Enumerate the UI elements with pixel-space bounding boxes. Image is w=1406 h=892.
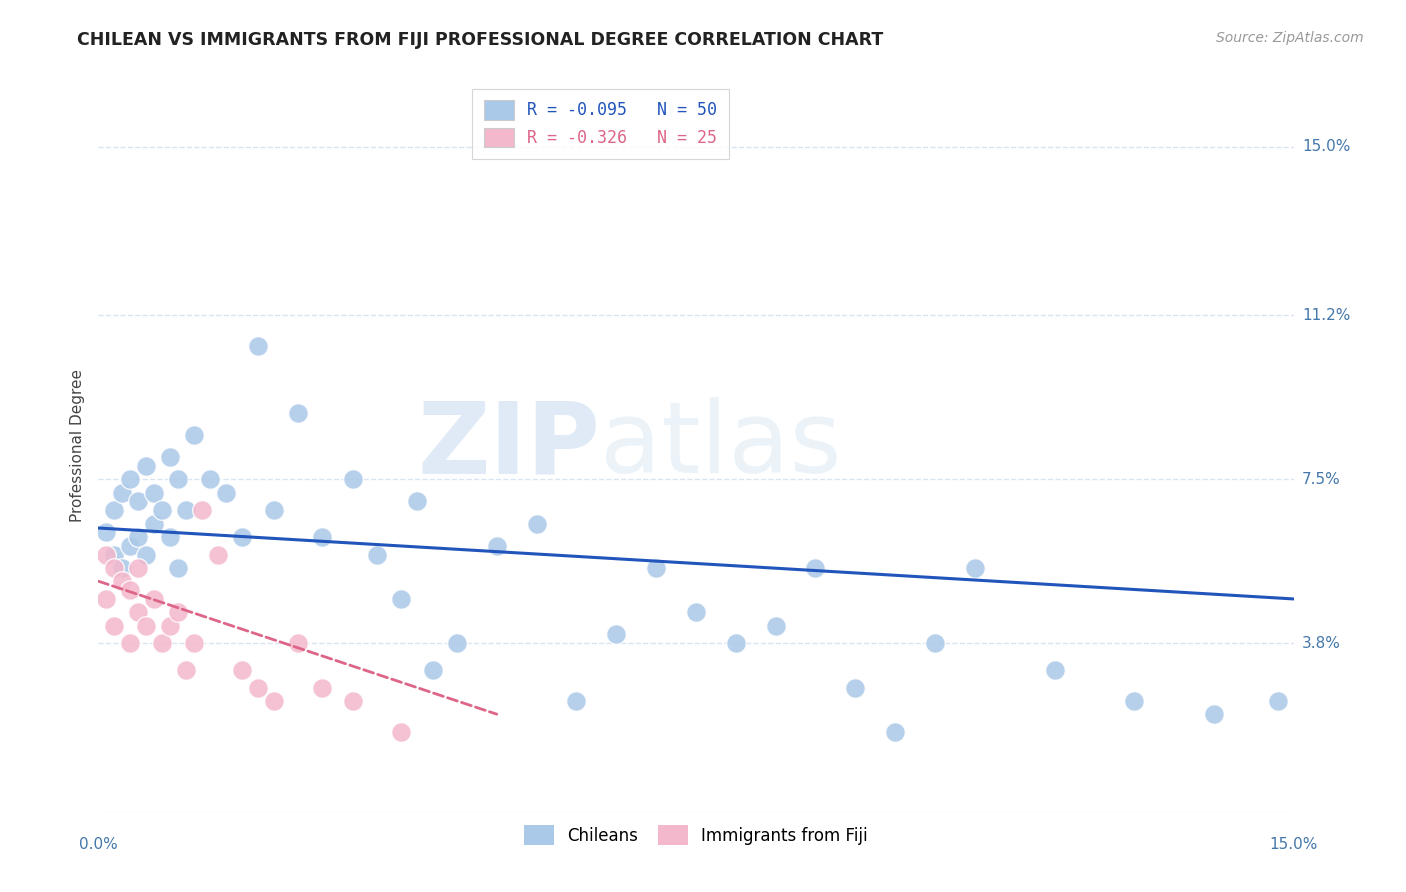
- Point: [174, 503, 197, 517]
- Point: [924, 636, 946, 650]
- Point: [765, 618, 787, 632]
- Point: [103, 561, 125, 575]
- Point: [215, 485, 238, 500]
- Point: [143, 591, 166, 606]
- Point: [159, 450, 181, 464]
- Point: [342, 472, 364, 486]
- Point: [963, 561, 986, 575]
- Point: [111, 561, 134, 575]
- Point: [183, 636, 205, 650]
- Point: [127, 605, 149, 619]
- Point: [183, 428, 205, 442]
- Point: [174, 663, 197, 677]
- Point: [150, 636, 173, 650]
- Point: [1267, 694, 1289, 708]
- Text: CHILEAN VS IMMIGRANTS FROM FIJI PROFESSIONAL DEGREE CORRELATION CHART: CHILEAN VS IMMIGRANTS FROM FIJI PROFESSI…: [77, 31, 883, 49]
- Point: [844, 681, 866, 695]
- Point: [198, 472, 221, 486]
- Point: [96, 525, 118, 540]
- Point: [804, 561, 827, 575]
- Point: [135, 618, 157, 632]
- Point: [645, 561, 668, 575]
- Point: [231, 530, 253, 544]
- Point: [263, 694, 285, 708]
- Text: 15.0%: 15.0%: [1302, 139, 1350, 154]
- Point: [127, 494, 149, 508]
- Point: [96, 548, 118, 562]
- Point: [485, 539, 508, 553]
- Text: atlas: atlas: [600, 398, 842, 494]
- Text: 7.5%: 7.5%: [1302, 472, 1340, 487]
- Point: [120, 539, 142, 553]
- Point: [127, 530, 149, 544]
- Point: [724, 636, 747, 650]
- Point: [422, 663, 444, 677]
- Point: [605, 627, 627, 641]
- Point: [1123, 694, 1146, 708]
- Point: [135, 548, 157, 562]
- Point: [1043, 663, 1066, 677]
- Point: [111, 574, 134, 589]
- Point: [111, 485, 134, 500]
- Point: [120, 472, 142, 486]
- Point: [159, 530, 181, 544]
- Text: 3.8%: 3.8%: [1302, 636, 1341, 651]
- Point: [143, 516, 166, 531]
- Text: 11.2%: 11.2%: [1302, 308, 1350, 323]
- Point: [287, 406, 309, 420]
- Point: [406, 494, 429, 508]
- Point: [246, 681, 269, 695]
- Y-axis label: Professional Degree: Professional Degree: [69, 369, 84, 523]
- Point: [167, 561, 190, 575]
- Point: [246, 339, 269, 353]
- Point: [150, 503, 173, 517]
- Point: [103, 503, 125, 517]
- Point: [207, 548, 229, 562]
- Point: [103, 548, 125, 562]
- Point: [446, 636, 468, 650]
- Point: [287, 636, 309, 650]
- Point: [685, 605, 707, 619]
- Point: [884, 725, 907, 739]
- Point: [135, 458, 157, 473]
- Point: [96, 591, 118, 606]
- Point: [143, 485, 166, 500]
- Point: [159, 618, 181, 632]
- Point: [167, 605, 190, 619]
- Text: Source: ZipAtlas.com: Source: ZipAtlas.com: [1216, 31, 1364, 45]
- Point: [389, 591, 412, 606]
- Point: [191, 503, 214, 517]
- Point: [342, 694, 364, 708]
- Point: [103, 618, 125, 632]
- Point: [311, 530, 333, 544]
- Legend: Chileans, Immigrants from Fiji: Chileans, Immigrants from Fiji: [513, 815, 879, 855]
- Point: [263, 503, 285, 517]
- Point: [167, 472, 190, 486]
- Text: 0.0%: 0.0%: [79, 837, 118, 852]
- Point: [120, 636, 142, 650]
- Point: [120, 583, 142, 598]
- Text: 15.0%: 15.0%: [1270, 837, 1317, 852]
- Point: [389, 725, 412, 739]
- Point: [311, 681, 333, 695]
- Point: [526, 516, 548, 531]
- Point: [127, 561, 149, 575]
- Point: [1202, 707, 1225, 722]
- Point: [565, 694, 588, 708]
- Point: [231, 663, 253, 677]
- Text: ZIP: ZIP: [418, 398, 600, 494]
- Point: [366, 548, 388, 562]
